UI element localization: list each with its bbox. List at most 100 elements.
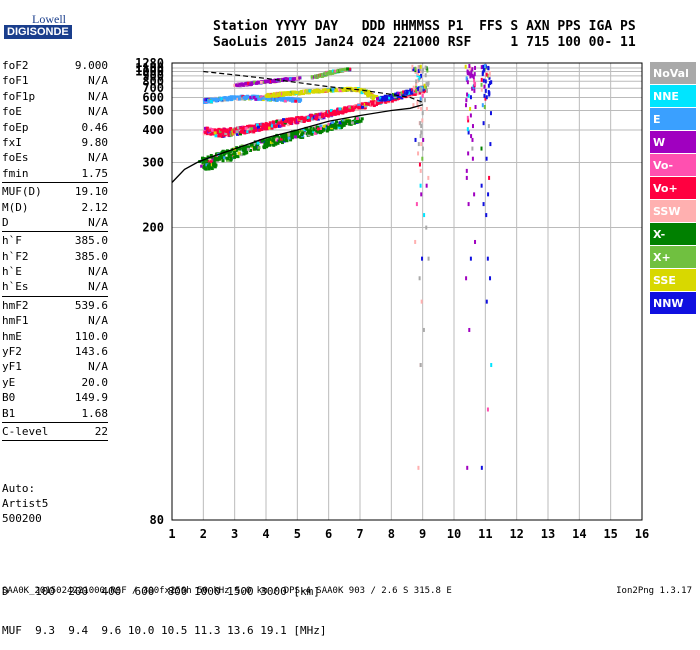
echo-point [342, 88, 346, 92]
echo-point [326, 125, 330, 129]
echo-point [206, 155, 210, 159]
legend-e: E [650, 108, 696, 130]
echo-point [286, 97, 290, 101]
echo-point [287, 119, 291, 123]
echo-point [246, 145, 250, 149]
echo-point [212, 162, 216, 166]
echo-point [340, 124, 344, 128]
echo-point [214, 134, 218, 138]
param-name: fmin [2, 166, 29, 180]
echo-band-point [473, 78, 476, 83]
legend-noval: NoVal [650, 62, 696, 84]
echo-point [213, 156, 217, 160]
echo-point [342, 67, 346, 71]
echo-point [258, 97, 262, 101]
echo-point [346, 67, 350, 71]
echo-band-point [489, 81, 492, 86]
echo-point [307, 133, 311, 137]
echo-point [300, 133, 304, 137]
echo-point [302, 116, 306, 120]
echo-band-point [426, 68, 429, 73]
echo-band-point [471, 146, 474, 151]
echo-band-point [468, 327, 471, 332]
polarization-legend: NoVal NNE E W Vo- Vo+ SSW X- X+ SSE NNW [650, 62, 696, 315]
echo-band-point [421, 146, 424, 151]
legend-vo: Vo- [650, 154, 696, 176]
param-name: foE [2, 105, 22, 119]
echo-band-point [480, 87, 483, 92]
echo-band-point [474, 105, 477, 110]
echo-point [277, 140, 281, 144]
x-tick-label: 7 [356, 527, 363, 541]
echo-point [283, 99, 287, 103]
echo-point [366, 92, 370, 96]
echo-point [284, 92, 288, 96]
echo-point [261, 96, 265, 100]
echo-point [209, 154, 213, 158]
echo-point [270, 126, 274, 130]
echo-point [369, 93, 373, 97]
echo-band-point [423, 83, 426, 88]
y-tick-label: 300 [142, 156, 164, 170]
echo-point [241, 130, 245, 134]
echo-point [266, 80, 270, 84]
param-value: N/A [88, 151, 108, 165]
echo-point [266, 93, 270, 97]
echo-point [337, 125, 341, 129]
echo-band-point [469, 95, 472, 100]
muf-frequency-row: MUF 9.3 9.4 9.6 10.0 10.5 11.3 13.6 19.1… [2, 624, 327, 637]
echo-point [247, 81, 251, 85]
echo-band-point [484, 88, 487, 93]
param-row-fof1p: foF1p N/A [2, 89, 108, 104]
y-tick-label: 400 [142, 123, 164, 137]
param-row-clevel: C-level 22 [2, 424, 108, 439]
echo-point [250, 142, 254, 146]
echo-point [327, 112, 331, 116]
muf-table: D 100 200 400 600 800 1000 1500 3000 [km… [2, 559, 327, 650]
param-value: 385.0 [74, 234, 108, 248]
echo-band-point [417, 105, 420, 110]
echo-point [237, 151, 241, 155]
echo-point [405, 91, 409, 95]
echo-point [263, 80, 267, 84]
dashed-profile-curve [203, 70, 423, 103]
echo-point [205, 126, 209, 130]
echo-band-point [486, 256, 489, 261]
echo-band-point [423, 213, 426, 218]
echo-band-point [483, 84, 486, 89]
echo-point [322, 128, 326, 132]
param-value: 143.6 [74, 345, 108, 359]
echo-point [306, 132, 310, 136]
echo-point [282, 123, 286, 127]
echo-point [372, 99, 376, 103]
param-name: MUF(D) [2, 185, 42, 199]
echo-band-point [415, 79, 418, 84]
echo-band-point [419, 121, 422, 126]
echo-band-point [419, 183, 422, 188]
echo-point [304, 126, 308, 130]
x-tick-label: 5 [294, 527, 301, 541]
echo-point [331, 87, 335, 91]
echo-point [301, 131, 305, 135]
echo-point [290, 99, 294, 103]
echo-point [224, 131, 228, 135]
echo-point [282, 133, 286, 137]
echo-point [372, 104, 376, 108]
param-row-md: M(D) 2.12 [2, 200, 108, 215]
param-name: fxI [2, 135, 22, 149]
echo-point [244, 149, 248, 153]
echo-band-point [482, 64, 485, 69]
echo-point [275, 138, 279, 142]
param-value: 385.0 [74, 249, 108, 263]
echo-point [296, 116, 300, 120]
param-row-hes: h`Es N/A [2, 279, 108, 294]
echo-band-point [482, 202, 485, 207]
echo-point [289, 131, 293, 135]
auto-code: 500200 [2, 512, 42, 525]
param-name: yF2 [2, 345, 22, 359]
echo-band-point [487, 192, 490, 197]
echo-point [286, 123, 290, 127]
echo-point [204, 165, 208, 169]
echo-band-point [420, 124, 423, 129]
echo-point [215, 98, 219, 102]
